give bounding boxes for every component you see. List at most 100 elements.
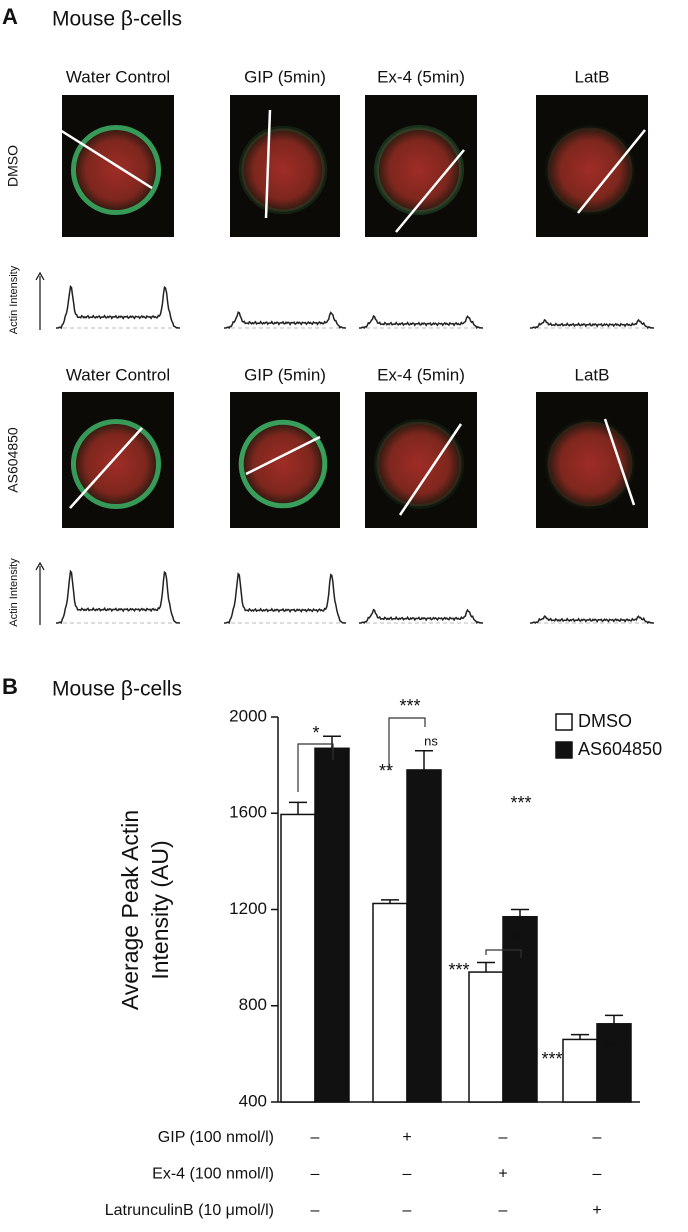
bar [280,813,316,1103]
y-tick-label: 400 [239,1091,267,1110]
arrow-head [35,271,45,281]
cell-membrane [70,418,162,510]
arrow-head [35,561,45,571]
y-tick-label: 2000 [229,706,267,725]
y-axis-title: Average Peak Actin [117,810,143,1010]
error-bar [289,801,307,815]
scan-line [245,435,321,476]
y-axis-title: Intensity (AU) [147,840,173,979]
y-tick-label: 800 [239,995,267,1014]
cell-membrane [373,124,465,216]
significance-label: ns [507,928,521,943]
column-header: Water Control [66,67,170,86]
legend-label: AS604850 [578,739,662,759]
intensity-trace [224,311,346,330]
legend-label: DMSO [578,711,632,731]
condition-mark: – [311,1129,320,1146]
cell [547,127,633,213]
bar [314,747,350,1103]
error-bar [415,749,433,770]
cell [73,421,159,507]
significance-bracket [297,743,334,792]
error-bar [605,1014,623,1024]
column-header: GIP (5min) [244,67,326,86]
intensity-trace [359,608,483,625]
significance-label: ** [379,761,393,781]
legend-swatch [555,741,573,759]
significance-label: *** [541,1049,562,1069]
row-label: DMSO [5,145,21,187]
cell-membrane [70,124,162,216]
bar [372,902,408,1103]
scan-line [395,149,465,233]
condition-mark: – [593,1129,602,1146]
bar [596,1023,632,1103]
significance-label: ns [424,733,438,748]
condition-label: LatrunculinB (10 μmol/l) [105,1202,274,1219]
significance-label: * [312,723,319,743]
axis-label: Actin Intensity [8,558,20,627]
intensity-trace [530,615,654,625]
significance-label: *** [448,960,469,980]
cell [376,421,462,507]
error-bar [571,1033,589,1040]
condition-mark: – [403,1202,412,1219]
scan-line [577,129,646,214]
column-header: GIP (5min) [244,365,326,384]
axis-label: Actin Intensity [8,265,20,334]
panel-title: Mouse β-cells [52,678,182,701]
scan-line [59,128,153,190]
error-bar [381,899,399,904]
cell-membrane [373,418,465,510]
intensity-trace [56,284,180,330]
intensity-trace [359,314,483,330]
significance-bracket [485,949,522,958]
error-bar [511,908,529,917]
condition-mark: – [403,1166,412,1183]
column-header: Ex-4 (5min) [377,67,465,86]
column-header: Ex-4 (5min) [377,365,465,384]
condition-label: GIP (100 nmol/l) [158,1129,274,1146]
panel-a: DMSO Actin Intensity Water Control GIP (5mi… [5,67,654,627]
column-header: LatB [575,365,610,384]
condition-mark: + [498,1166,507,1183]
significance-label: *** [510,793,531,813]
cell-membrane [544,418,636,510]
cell-membrane [238,419,328,509]
panel-title: Mouse β-cells [52,8,182,31]
legend-swatch [555,713,573,731]
condition-mark: – [499,1129,508,1146]
scan-line [603,418,636,506]
condition-mark: – [311,1202,320,1219]
scan-line [264,109,272,219]
intensity-trace [224,572,346,625]
error-bar [323,735,341,749]
cell [547,421,633,507]
cell [376,127,462,213]
error-bar [477,961,495,973]
significance-bracket [388,717,426,770]
bar [562,1038,598,1103]
bar [468,971,504,1103]
cell-membrane [238,125,328,215]
intensity-trace [56,569,180,625]
row-label: AS604850 [5,427,21,493]
cell [241,422,325,506]
bar [406,769,442,1103]
panel-b: 400 800 1200 1600 2000 Average Peak Actin Inte… [105,696,662,1219]
condition-mark: – [593,1166,602,1183]
condition-mark: – [499,1202,508,1219]
scan-line [398,423,463,516]
bar [502,915,538,1103]
cell [73,127,159,213]
y-tick-label: 1600 [229,803,267,822]
significance-label: *** [399,696,420,716]
intensity-trace [530,318,654,330]
significance-label: *** [603,1037,624,1057]
panel-label: B [2,674,18,699]
scan-line [69,427,143,509]
y-tick-label: 1200 [229,899,267,918]
condition-mark: + [592,1202,601,1219]
column-header: LatB [575,67,610,86]
